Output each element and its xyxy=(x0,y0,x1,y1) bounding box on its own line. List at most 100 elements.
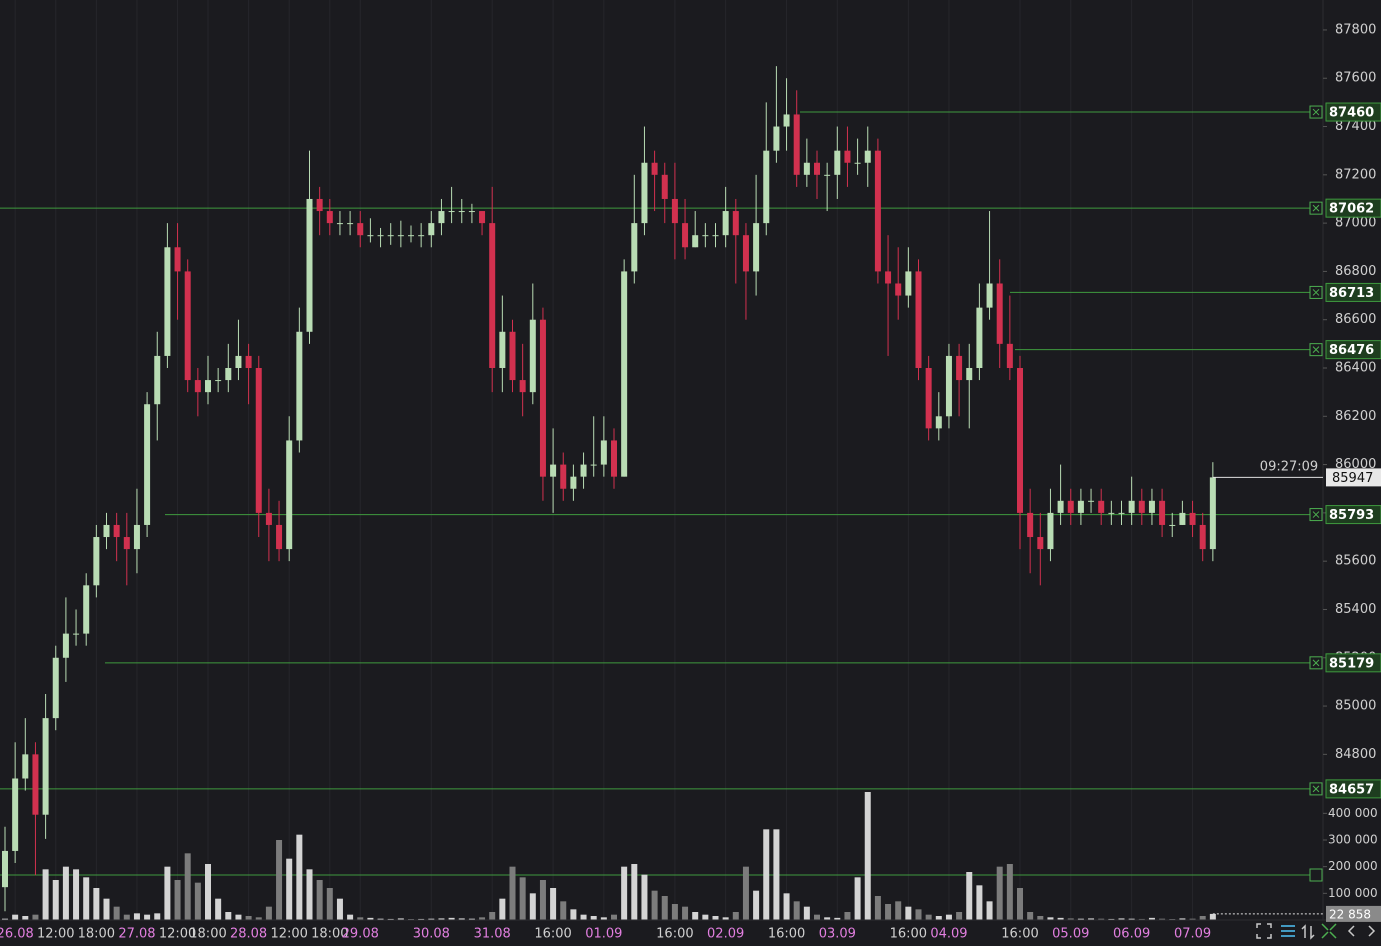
candle-body xyxy=(326,211,333,224)
candle-body xyxy=(1128,500,1135,513)
candle-body xyxy=(621,271,628,477)
volume-bar xyxy=(986,901,993,920)
level-icon[interactable] xyxy=(1309,105,1323,119)
candle-body xyxy=(509,331,516,381)
candle-body xyxy=(1098,500,1105,513)
volume-bar xyxy=(1047,917,1054,920)
volume-bar xyxy=(225,912,232,920)
candle-body xyxy=(1006,343,1013,368)
y-tick-label: 85600 xyxy=(1335,554,1376,569)
volume-bar xyxy=(712,916,719,920)
volume-bar xyxy=(458,918,465,920)
volume-bar xyxy=(631,864,638,920)
volume-bar xyxy=(205,864,211,920)
volume-bar xyxy=(1118,918,1125,920)
fullscreen-button[interactable] xyxy=(1256,923,1272,939)
candle-body xyxy=(448,211,455,213)
volume-bar xyxy=(93,888,100,920)
volume-bar xyxy=(641,874,648,920)
volume-bar xyxy=(42,869,49,920)
volume-bar xyxy=(1128,918,1135,920)
candle-body xyxy=(600,440,607,465)
plot xyxy=(0,66,1323,920)
sort-button[interactable] xyxy=(1301,924,1315,940)
volume-bar xyxy=(966,872,973,920)
volume-bar xyxy=(1088,918,1095,920)
candle-body xyxy=(651,162,658,175)
volume-bar xyxy=(133,913,140,920)
volume-bar xyxy=(1189,918,1196,920)
level-icon[interactable] xyxy=(1309,343,1323,357)
candle-body xyxy=(722,211,729,236)
scroll-left-button[interactable] xyxy=(1347,925,1355,937)
volume-bar xyxy=(367,917,374,920)
volume-bar xyxy=(387,918,394,920)
volume-bar xyxy=(235,914,242,920)
x-tick-label: 06.09 xyxy=(1113,927,1150,942)
level-icon[interactable] xyxy=(1309,782,1323,796)
volume-bar xyxy=(732,912,739,920)
volume-bar xyxy=(2,918,8,920)
last-volume-label: 22 858 xyxy=(1329,907,1371,921)
candle-body xyxy=(1169,524,1176,526)
volume-bar xyxy=(864,792,871,920)
level-icon[interactable] xyxy=(1309,656,1323,670)
volume-bar xyxy=(763,829,770,920)
volume-bar xyxy=(164,866,171,920)
candle-body xyxy=(73,633,80,635)
volume-bar xyxy=(62,866,69,920)
candle-body xyxy=(377,235,384,237)
candle-body xyxy=(113,524,120,538)
volume-bar xyxy=(357,917,364,920)
level-label-box xyxy=(1325,102,1381,122)
volume-bar xyxy=(1067,918,1074,920)
volume-bar xyxy=(824,917,831,920)
level-icon[interactable] xyxy=(1309,201,1323,215)
level-icon[interactable] xyxy=(1309,285,1323,299)
volume-bar xyxy=(489,912,496,920)
x-tick-label: 26.08 xyxy=(0,927,34,942)
x-tick-label: 16:00 xyxy=(1001,927,1038,942)
volume-bar xyxy=(73,869,80,920)
volume-bar xyxy=(621,866,628,920)
level-icon[interactable] xyxy=(1309,868,1323,882)
candle-body xyxy=(194,380,201,393)
y-tick-label: 87200 xyxy=(1335,167,1376,182)
level-icon[interactable] xyxy=(1309,508,1323,522)
candle-body xyxy=(824,174,831,176)
level-label: 85179 xyxy=(1329,656,1374,671)
candle-body xyxy=(712,235,719,237)
level-label: 87062 xyxy=(1329,202,1374,217)
candle-body xyxy=(1209,477,1216,550)
candle-body xyxy=(925,368,932,429)
candle-body xyxy=(215,380,222,382)
candle-body xyxy=(519,380,526,393)
volume-tick-label: 100 000 xyxy=(1328,886,1378,900)
candle-body xyxy=(174,247,181,272)
candle-body xyxy=(1108,512,1115,514)
candle-body xyxy=(1159,500,1166,525)
level-icon-cross xyxy=(1312,659,1320,667)
volume-bar xyxy=(154,913,161,920)
candle-body xyxy=(133,524,140,550)
candle-body xyxy=(316,198,323,212)
x-tick-label: 28.08 xyxy=(230,927,267,942)
volume-bar xyxy=(1209,913,1216,920)
candle-body xyxy=(803,162,810,175)
candle-body xyxy=(641,162,648,224)
candle-body xyxy=(1088,500,1095,502)
y-tick-label: 87600 xyxy=(1335,71,1376,86)
volume-bar xyxy=(174,880,181,920)
candle-body xyxy=(844,150,851,163)
level-label-box xyxy=(1325,198,1381,218)
candle-body xyxy=(874,150,881,272)
candle-body xyxy=(83,585,90,634)
volume-bar xyxy=(692,912,699,920)
scroll-right-button[interactable] xyxy=(1368,925,1376,937)
settings-button[interactable] xyxy=(1281,925,1295,937)
candle-body xyxy=(864,150,871,163)
volume-bar xyxy=(113,906,120,920)
candle-body xyxy=(631,223,638,272)
volume-bar xyxy=(945,914,952,920)
collapse-button[interactable] xyxy=(1321,923,1337,939)
